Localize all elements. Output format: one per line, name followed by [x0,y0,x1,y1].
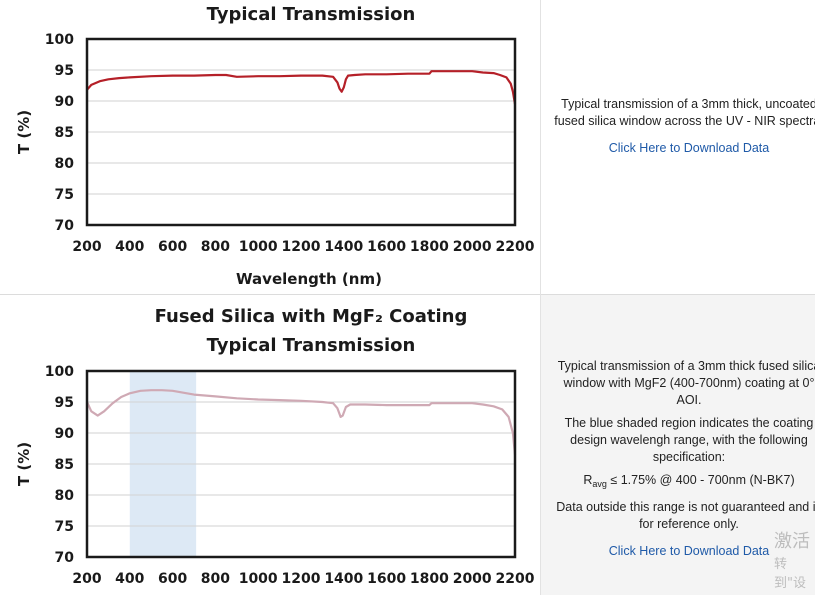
y-tick-label-90: 90 [55,94,75,110]
x-tick-label-2200: 2200 [496,239,535,255]
x-tick-label-400: 400 [115,571,144,587]
x-tick-label-800: 800 [201,239,230,255]
y-axis-label: T (%) [15,442,33,486]
x-tick-label-1800: 1800 [410,239,449,255]
column-divider [540,0,541,595]
y-tick-label-90: 90 [55,426,75,442]
row-divider [0,294,815,295]
x-tick-label-1200: 1200 [282,239,321,255]
chart-title-line-1: Fused Silica with MgF₂ Coating [155,306,468,327]
x-tick-label-800: 800 [201,571,230,587]
x-tick-label-2200: 2200 [496,571,535,587]
x-tick-label-600: 600 [158,239,187,255]
x-tick-label-1600: 1600 [367,571,406,587]
plot-frame [85,37,517,227]
coating-spec: Ravg ≤ 1.75% @ 400 - 700nm (N-BK7) [583,473,795,489]
y-tick-label-100: 100 [45,32,74,48]
y-tick-label-85: 85 [55,457,74,473]
series-line-1 [86,70,517,105]
y-tick-label-80: 80 [55,156,75,172]
x-tick-label-2000: 2000 [453,571,492,587]
y-tick-label-100: 100 [45,364,74,380]
shaded-region-note: The blue shaded region indicates the coa… [564,416,814,464]
x-tick-label-600: 600 [158,571,187,587]
y-tick-label-70: 70 [55,218,75,234]
x-axis-label: Wavelength (nm) [236,270,382,288]
x-tick-label-1000: 1000 [239,239,278,255]
x-tick-label-1400: 1400 [324,239,363,255]
x-tick-label-200: 200 [72,239,101,255]
reference-note: Data outside this range is not guarantee… [556,500,815,531]
y-tick-label-85: 85 [55,125,74,141]
x-tick-label-400: 400 [115,239,144,255]
transmission-chart-mgf2: Fused Silica with MgF₂ Coating Typical Tr… [15,306,535,587]
x-tick-label-1600: 1600 [367,239,406,255]
chart-title-line-2: Typical Transmission [207,335,416,356]
x-tick-label-1000: 1000 [239,571,278,587]
download-data-link-2[interactable]: Click Here to Download Data [608,544,770,558]
x-tick-label-2000: 2000 [453,239,492,255]
watermark-line-2: 转到"设 [774,557,806,591]
x-tick-label-1200: 1200 [282,571,321,587]
chart-title-line-1: Typical Transmission [207,4,416,25]
transmission-chart-uncoated: Typical Transmission 70 75 80 85 90 95 100 200 40… [15,4,535,288]
watermark-line-1: 激活 [774,531,810,552]
description-mgf2-text: Typical transmission of a 3mm thick fuse… [557,359,815,407]
description-panel-2-bg [541,295,815,595]
description-mgf2: Typical transmission of a 3mm thick fuse… [553,358,815,560]
y-tick-label-75: 75 [55,519,74,535]
download-data-link-1[interactable]: Click Here to Download Data [608,141,770,155]
series-line-1 [86,389,517,455]
y-tick-label-95: 95 [55,63,74,79]
x-tick-label-1400: 1400 [324,571,363,587]
description-panel-1-bg [541,0,815,294]
y-tick-label-80: 80 [55,488,75,504]
y-tick-label-95: 95 [55,395,74,411]
y-axis-label: T (%) [15,110,33,154]
x-tick-label-200: 200 [72,571,101,587]
description-uncoated-text: Typical transmission of a 3mm thick, unc… [554,97,815,128]
x-tick-label-1800: 1800 [410,571,449,587]
plot-frame [85,369,517,559]
description-uncoated: Typical transmission of a 3mm thick, unc… [551,96,815,157]
y-tick-label-75: 75 [55,187,74,203]
y-tick-label-70: 70 [55,550,75,566]
